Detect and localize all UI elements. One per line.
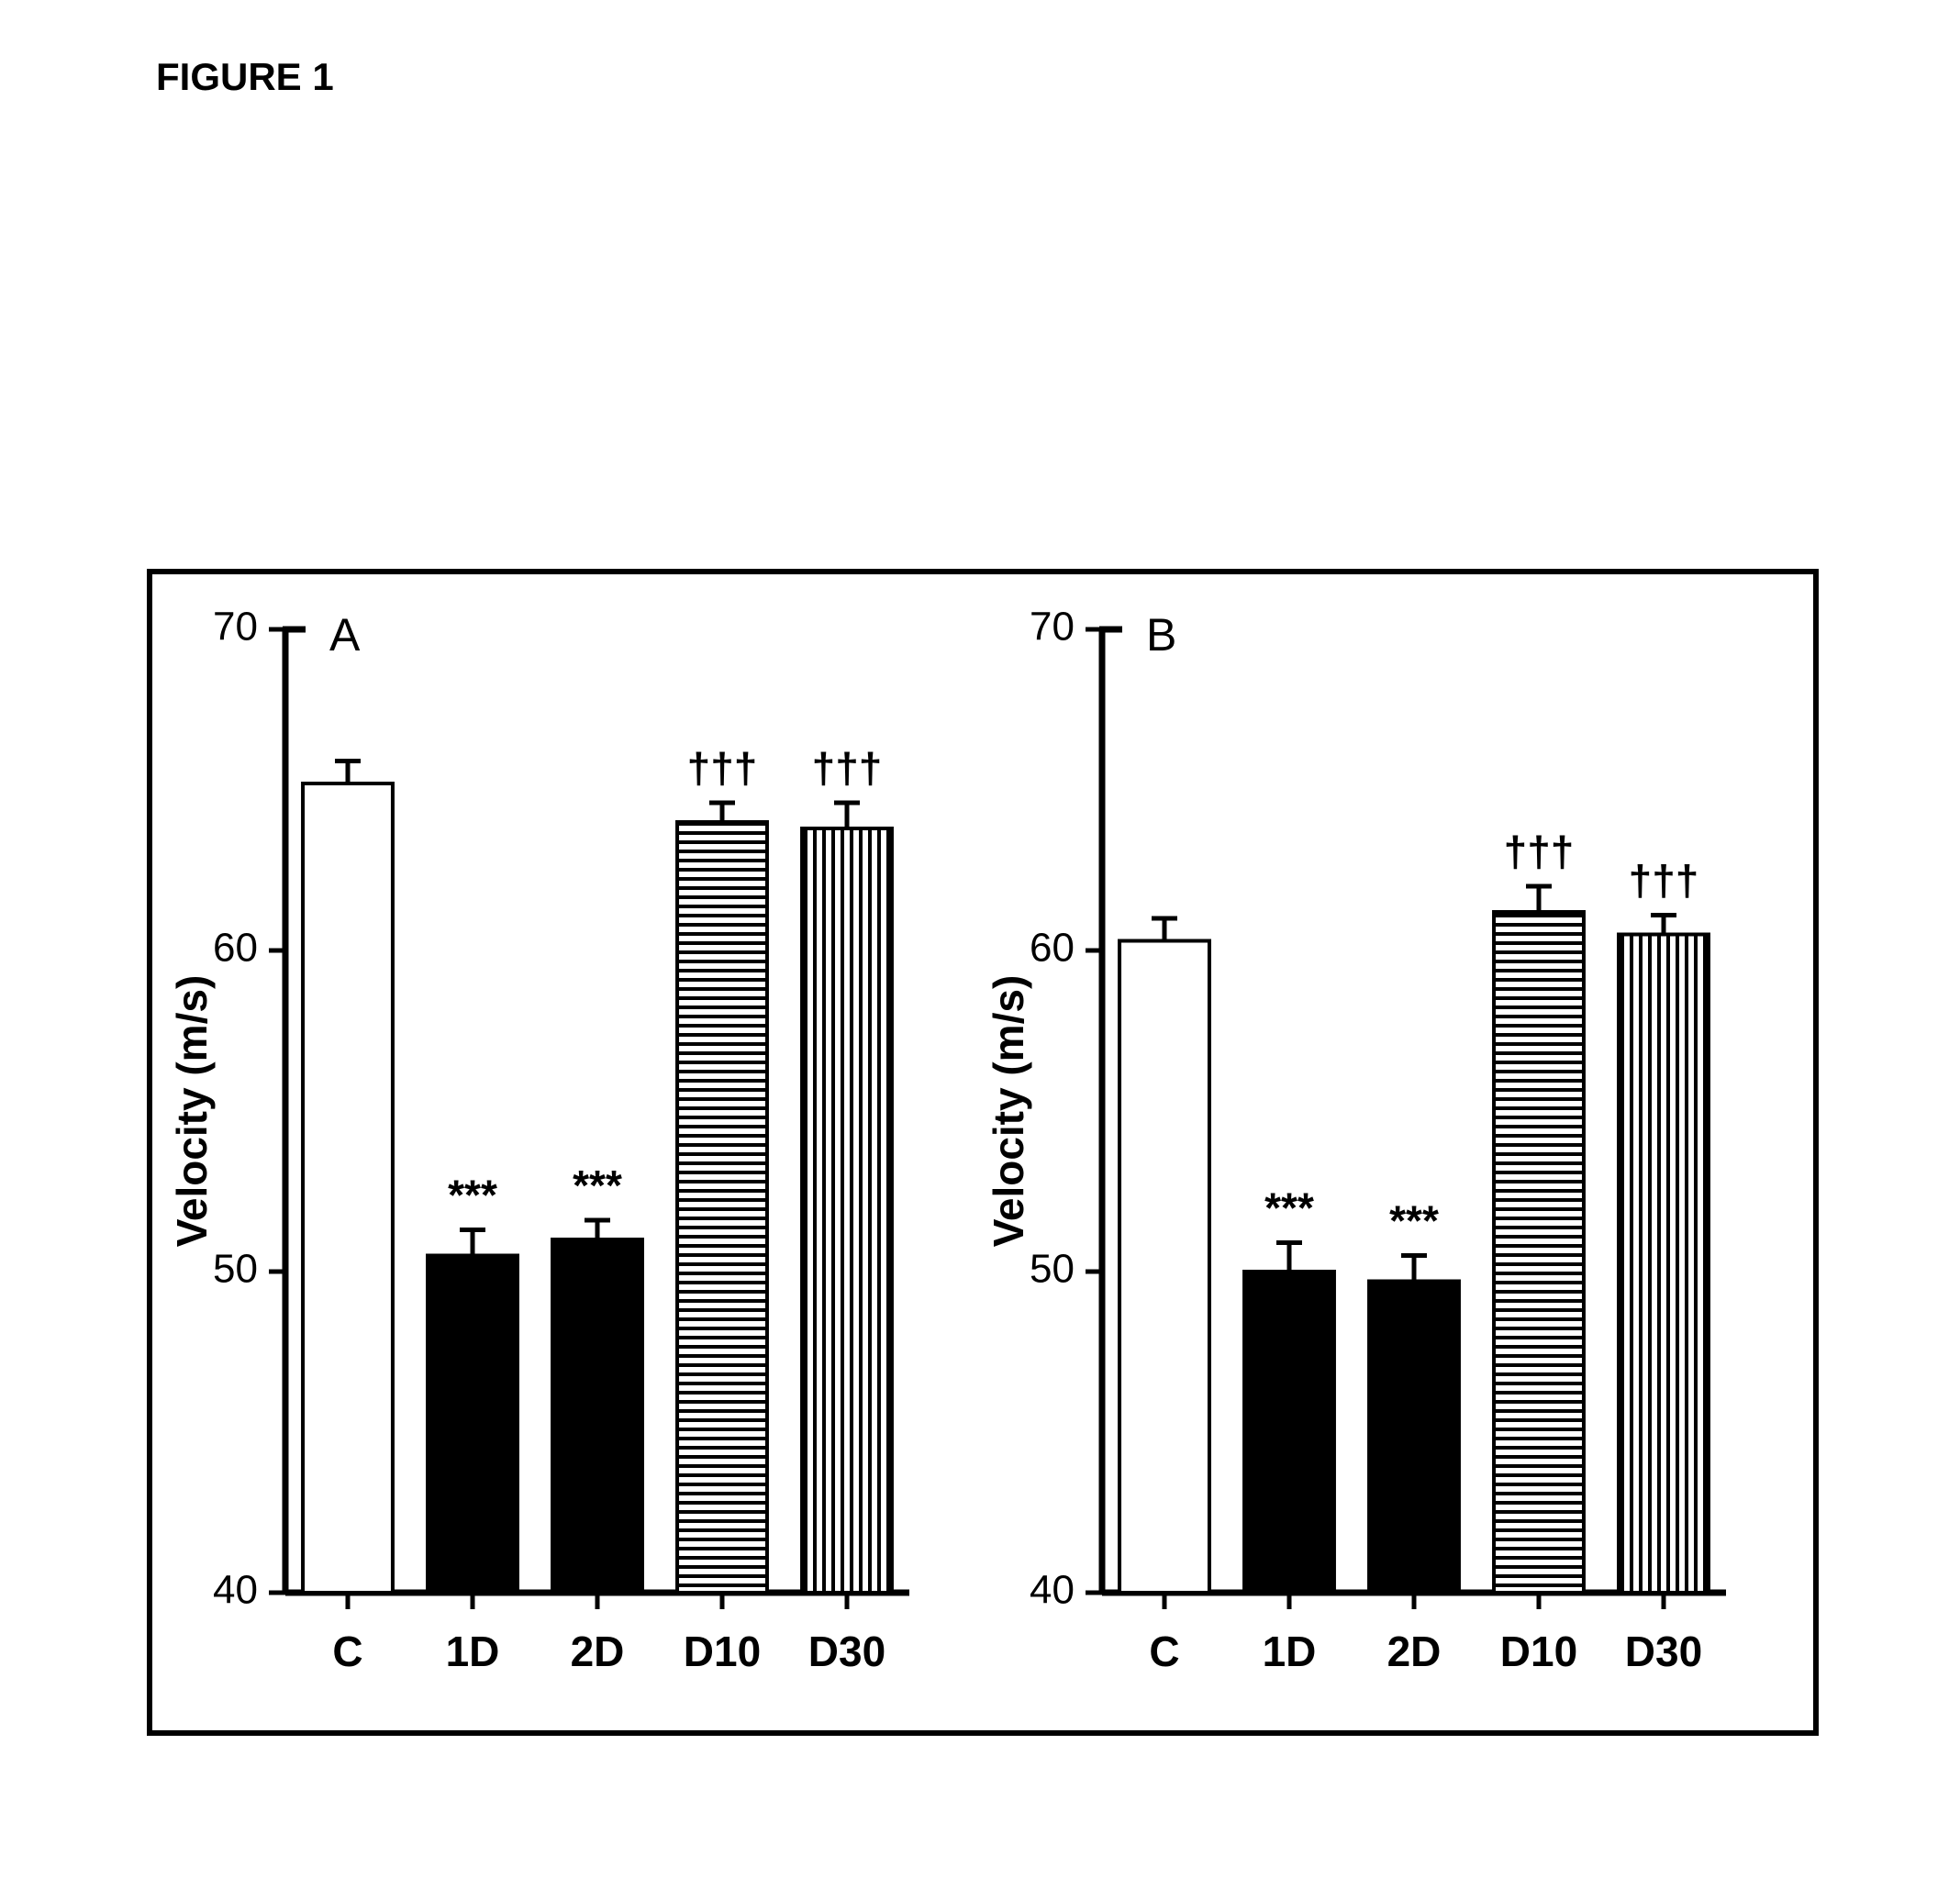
y-tick-label: 60 [213,926,258,971]
bar [552,1239,642,1593]
y-axis-label: Velocity (m/s) [985,975,1032,1248]
x-tick-label: D10 [684,1628,761,1675]
bar [802,828,892,1593]
bar [677,822,767,1593]
x-tick-label: 2D [1387,1628,1442,1675]
chart-svg: 40 50 60 70 Velocity (m/s) A C 1D *** 2D *** D10 †††… [152,574,1813,1730]
bar-annotation: *** [573,1161,622,1209]
panel-letter: B [1146,609,1176,661]
y-tick-label: 60 [1030,926,1075,971]
x-tick-label: D10 [1500,1628,1577,1675]
bar-annotation: *** [1264,1184,1314,1232]
panel-letter: A [329,609,361,661]
x-tick-label: D30 [1625,1628,1702,1675]
x-tick-label: C [332,1628,362,1675]
bar [1619,935,1709,1594]
y-tick-label: 40 [213,1568,258,1613]
x-tick-label: 2D [571,1628,625,1675]
page: FIGURE 1 40 50 60 70 Velocity (m/s) A C 1D *** 2D… [0,0,1960,1889]
y-tick-label: 70 [213,605,258,650]
bar-annotation: ††† [1504,828,1575,875]
y-tick-label: 50 [213,1247,258,1292]
x-tick-label: D30 [808,1628,885,1675]
y-tick-label: 70 [1030,605,1075,650]
bar-annotation: *** [1389,1197,1439,1245]
x-tick-label: C [1149,1628,1179,1675]
y-tick-label: 40 [1030,1568,1075,1613]
y-tick-label: 50 [1030,1247,1075,1292]
bar [303,783,393,1593]
figure-caption: FIGURE 1 [156,55,334,99]
bar-annotation: ††† [1629,857,1699,905]
x-tick-label: 1D [446,1628,500,1675]
bar [428,1256,518,1594]
y-axis-label: Velocity (m/s) [168,975,216,1248]
bar-annotation: ††† [687,744,758,792]
bar-annotation: ††† [812,744,883,792]
panel-frame: 40 50 60 70 Velocity (m/s) A C 1D *** 2D *** D10 †††… [147,569,1819,1736]
bar [1494,912,1584,1593]
bar [1244,1272,1334,1593]
bar-annotation: *** [448,1172,497,1219]
x-tick-label: 1D [1263,1628,1317,1675]
bar [1369,1282,1459,1594]
bar [1119,941,1209,1594]
